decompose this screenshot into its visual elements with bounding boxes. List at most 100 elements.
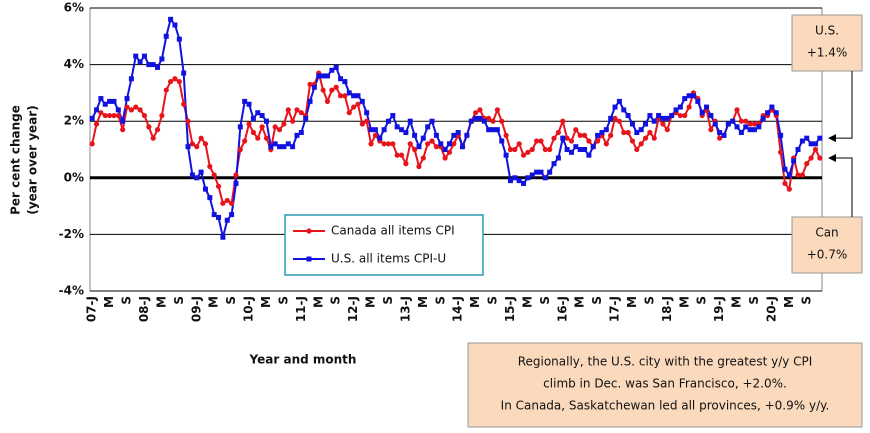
data-point [207, 195, 213, 201]
data-point [721, 132, 727, 138]
data-point [564, 135, 570, 141]
data-point [538, 138, 544, 144]
x-tick-label: S [695, 296, 709, 305]
y-tick-label: 6% [64, 1, 84, 15]
x-tick-label: S [329, 296, 343, 305]
x-tick-label: 09-J [189, 296, 203, 322]
data-point [690, 93, 696, 99]
callout-arrow [834, 157, 853, 217]
x-tick-label: S [433, 296, 447, 305]
data-point [625, 129, 631, 136]
data-point [778, 149, 784, 155]
data-point [795, 147, 801, 152]
x-tick-label: 11-J [294, 296, 308, 322]
data-point [568, 149, 574, 155]
data-point [786, 172, 792, 178]
data-point [743, 124, 749, 130]
data-point [603, 141, 609, 147]
data-point [416, 144, 422, 150]
data-point [460, 144, 466, 150]
data-point [94, 107, 100, 113]
x-tick-label: M [468, 296, 482, 308]
data-point [107, 98, 113, 104]
x-tick-label: S [224, 296, 238, 305]
data-point [477, 115, 483, 121]
data-point [651, 135, 657, 141]
x-tick-label: 13-J [398, 296, 412, 322]
data-point [220, 234, 226, 240]
data-point [494, 107, 500, 113]
data-point [608, 115, 614, 121]
data-point [394, 124, 400, 130]
data-point [595, 138, 601, 144]
x-tick-label: S [120, 296, 134, 305]
callout-arrowhead [828, 153, 836, 162]
data-point [808, 141, 814, 147]
x-tick-label: 15-J [503, 296, 517, 322]
y-axis-title: Per cent change [9, 105, 23, 215]
data-point [568, 138, 575, 144]
data-point [316, 73, 322, 79]
legend-marker [306, 228, 312, 234]
data-point [133, 53, 139, 59]
y-tick-label: -2% [59, 227, 84, 241]
data-point [651, 118, 657, 124]
data-point [246, 121, 252, 127]
data-point [377, 135, 383, 141]
data-point [250, 115, 256, 121]
data-point [150, 135, 156, 141]
data-point [333, 64, 339, 70]
data-point [355, 93, 361, 99]
data-point [586, 152, 592, 158]
data-point [198, 135, 204, 141]
data-point [634, 130, 640, 136]
data-point [782, 166, 788, 172]
data-point [599, 130, 605, 136]
data-point [346, 90, 352, 96]
data-point [660, 121, 666, 127]
data-point [107, 112, 113, 119]
data-point [512, 146, 518, 153]
x-tick-label: 08-J [137, 296, 151, 322]
y-axis-title: (year over year) [26, 105, 40, 214]
data-point [625, 113, 631, 119]
data-point [372, 132, 378, 138]
data-point [202, 186, 208, 192]
data-point [612, 115, 618, 121]
data-point [120, 127, 126, 133]
data-point [281, 144, 287, 150]
x-tick-label: 18-J [660, 296, 674, 322]
data-point [494, 127, 500, 133]
data-point [499, 138, 505, 144]
data-point [451, 132, 457, 138]
data-point [756, 124, 762, 130]
data-point [547, 169, 553, 175]
data-point [115, 107, 121, 113]
data-point [128, 107, 134, 113]
legend-label: U.S. all items CPI-U [331, 252, 446, 266]
data-point [529, 146, 535, 153]
data-point [616, 98, 622, 104]
data-point [346, 110, 352, 116]
data-point [98, 96, 104, 102]
data-point [420, 155, 426, 161]
data-point [224, 217, 230, 223]
data-point [629, 121, 635, 127]
data-point [237, 124, 243, 130]
data-point [677, 104, 683, 110]
data-point [616, 118, 622, 124]
data-point [394, 152, 400, 158]
data-point [629, 138, 636, 144]
data-point [455, 130, 461, 136]
data-point [229, 200, 235, 206]
data-point [673, 107, 679, 113]
data-point [224, 197, 230, 204]
data-point [804, 161, 810, 167]
data-point [577, 147, 583, 152]
data-point [93, 121, 100, 127]
data-point [294, 132, 300, 138]
x-tick-label: M [782, 296, 796, 308]
note-text: Regionally, the U.S. city with the great… [518, 355, 813, 369]
data-point [198, 169, 204, 175]
